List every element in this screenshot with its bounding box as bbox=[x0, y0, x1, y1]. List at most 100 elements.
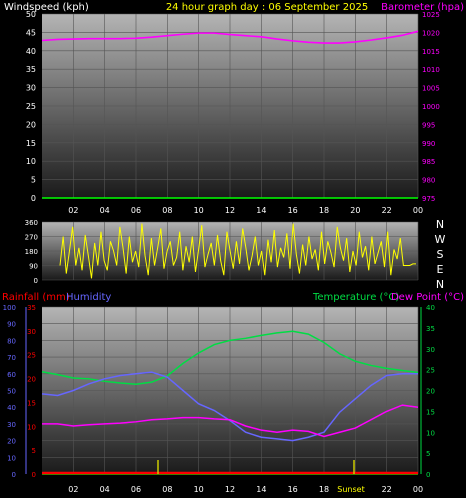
hour-tick: 12 bbox=[225, 206, 235, 215]
hour-tick: 06 bbox=[131, 485, 141, 494]
hour-tick: 18 bbox=[319, 485, 329, 494]
barometer-tick: 1020 bbox=[422, 29, 440, 37]
hour-tick: 02 bbox=[68, 485, 78, 494]
hour-tick: 08 bbox=[162, 206, 172, 215]
barometer-tick: 1025 bbox=[422, 11, 440, 19]
hour-tick: 14 bbox=[256, 485, 266, 494]
rainfall-tick: 20 bbox=[27, 376, 36, 384]
temperature-tick: 25 bbox=[426, 367, 435, 375]
hour-tick: 18 bbox=[319, 206, 329, 215]
humidity-tick: 70 bbox=[7, 354, 16, 362]
hour-tick: 06 bbox=[131, 206, 141, 215]
temperature-tick: 5 bbox=[426, 450, 430, 458]
hour-tick: 16 bbox=[288, 485, 298, 494]
temperature-tick: 15 bbox=[426, 408, 435, 416]
windspeed-tick: 0 bbox=[31, 194, 36, 203]
humidity-line bbox=[41, 371, 418, 442]
data-series bbox=[41, 30, 419, 475]
hour-tick: 08 bbox=[162, 485, 172, 494]
temperature-tick: 20 bbox=[426, 388, 435, 396]
hour-tick: 04 bbox=[100, 206, 110, 215]
barometer-tick: 975 bbox=[422, 195, 435, 203]
compass-label: E bbox=[437, 263, 444, 276]
hour-tick: 04 bbox=[100, 485, 110, 494]
windspeed-tick: 25 bbox=[26, 102, 36, 111]
rainfall-axis-label: Rainfall (mm) bbox=[2, 292, 70, 303]
barometer-tick: 1010 bbox=[422, 66, 440, 74]
rainfall-tick: 10 bbox=[27, 423, 36, 431]
rainfall-tick: 5 bbox=[32, 447, 36, 455]
compass-label: W bbox=[435, 233, 446, 246]
dewpoint-axis-label: Dew Point (°C) bbox=[391, 292, 464, 303]
rainfall-tick: 30 bbox=[27, 328, 36, 336]
windspeed-tick: 10 bbox=[26, 157, 36, 166]
temperature-tick: 30 bbox=[426, 346, 435, 354]
humidity-tick: 40 bbox=[7, 404, 16, 412]
windspeed-tick: 5 bbox=[31, 176, 36, 185]
sunset-label: Sunset bbox=[337, 485, 364, 494]
barometer-tick: 990 bbox=[422, 140, 435, 148]
windspeed-tick: 40 bbox=[26, 47, 36, 56]
barometer-tick: 1000 bbox=[422, 103, 440, 111]
direction-tick: 90 bbox=[29, 263, 38, 271]
tick-labels: 0510152025303540455097598098599099510001… bbox=[3, 10, 446, 494]
humidity-tick: 10 bbox=[7, 454, 16, 462]
compass-label: S bbox=[437, 248, 444, 261]
compass-label: N bbox=[436, 218, 444, 231]
temperature-axis-label: Temperature (°C) bbox=[312, 292, 399, 303]
temperature-tick: 10 bbox=[426, 429, 435, 437]
rainfall-tick: 15 bbox=[27, 399, 36, 407]
windspeed-tick: 50 bbox=[26, 10, 36, 19]
humidity-tick: 50 bbox=[7, 388, 16, 396]
humidity-tick: 80 bbox=[7, 337, 16, 345]
direction-tick: 360 bbox=[25, 219, 38, 227]
barometer-tick: 1015 bbox=[422, 48, 440, 56]
windspeed-tick: 35 bbox=[26, 65, 36, 74]
compass-label: N bbox=[436, 278, 444, 291]
chart-title: 24 hour graph day : 06 September 2025 bbox=[166, 2, 368, 13]
humidity-tick: 20 bbox=[7, 438, 16, 446]
windspeed-tick: 45 bbox=[26, 28, 36, 37]
temperature-tick: 35 bbox=[426, 325, 435, 333]
barometer-line bbox=[41, 30, 419, 44]
windspeed-tick: 20 bbox=[26, 120, 36, 129]
temperature-tick: 0 bbox=[426, 471, 430, 479]
hour-tick: 14 bbox=[256, 206, 266, 215]
rainfall-tick: 25 bbox=[27, 352, 36, 360]
direction-tick: 0 bbox=[34, 277, 38, 285]
windspeed-axis-label: Windspeed (kph) bbox=[4, 2, 89, 13]
barometer-tick: 995 bbox=[422, 121, 435, 129]
barometer-axis-label: Barometer (hpa) bbox=[381, 2, 464, 13]
hour-tick: 22 bbox=[382, 485, 392, 494]
rainfall-tick: 0 bbox=[32, 471, 36, 479]
hour-tick: 00 bbox=[413, 206, 423, 215]
humidity-tick: 90 bbox=[7, 321, 16, 329]
temperature-line bbox=[41, 330, 419, 385]
barometer-tick: 985 bbox=[422, 158, 435, 166]
hour-tick: 10 bbox=[194, 485, 204, 494]
dewpoint-line bbox=[42, 404, 419, 438]
hour-tick: 02 bbox=[68, 206, 78, 215]
hour-tick: 16 bbox=[288, 206, 298, 215]
windspeed-tick: 30 bbox=[26, 84, 36, 93]
hour-tick: 22 bbox=[382, 206, 392, 215]
humidity-tick: 60 bbox=[7, 371, 16, 379]
hour-tick: 12 bbox=[225, 485, 235, 494]
hour-tick: 20 bbox=[350, 206, 360, 215]
humidity-tick: 0 bbox=[12, 471, 16, 479]
direction-tick: 270 bbox=[25, 234, 38, 242]
humidity-axis-label: Humidity bbox=[66, 292, 111, 303]
windspeed-tick: 15 bbox=[26, 139, 36, 148]
humidity-tick: 100 bbox=[3, 304, 16, 312]
rainfall-tick: 35 bbox=[27, 304, 36, 312]
hour-tick: 10 bbox=[194, 206, 204, 215]
temperature-tick: 40 bbox=[426, 304, 435, 312]
barometer-tick: 980 bbox=[422, 177, 435, 185]
direction-tick: 180 bbox=[25, 248, 38, 256]
humidity-tick: 30 bbox=[7, 421, 16, 429]
wind-direction-line bbox=[59, 223, 416, 279]
hour-tick: 00 bbox=[413, 485, 423, 494]
barometer-tick: 1005 bbox=[422, 85, 440, 93]
